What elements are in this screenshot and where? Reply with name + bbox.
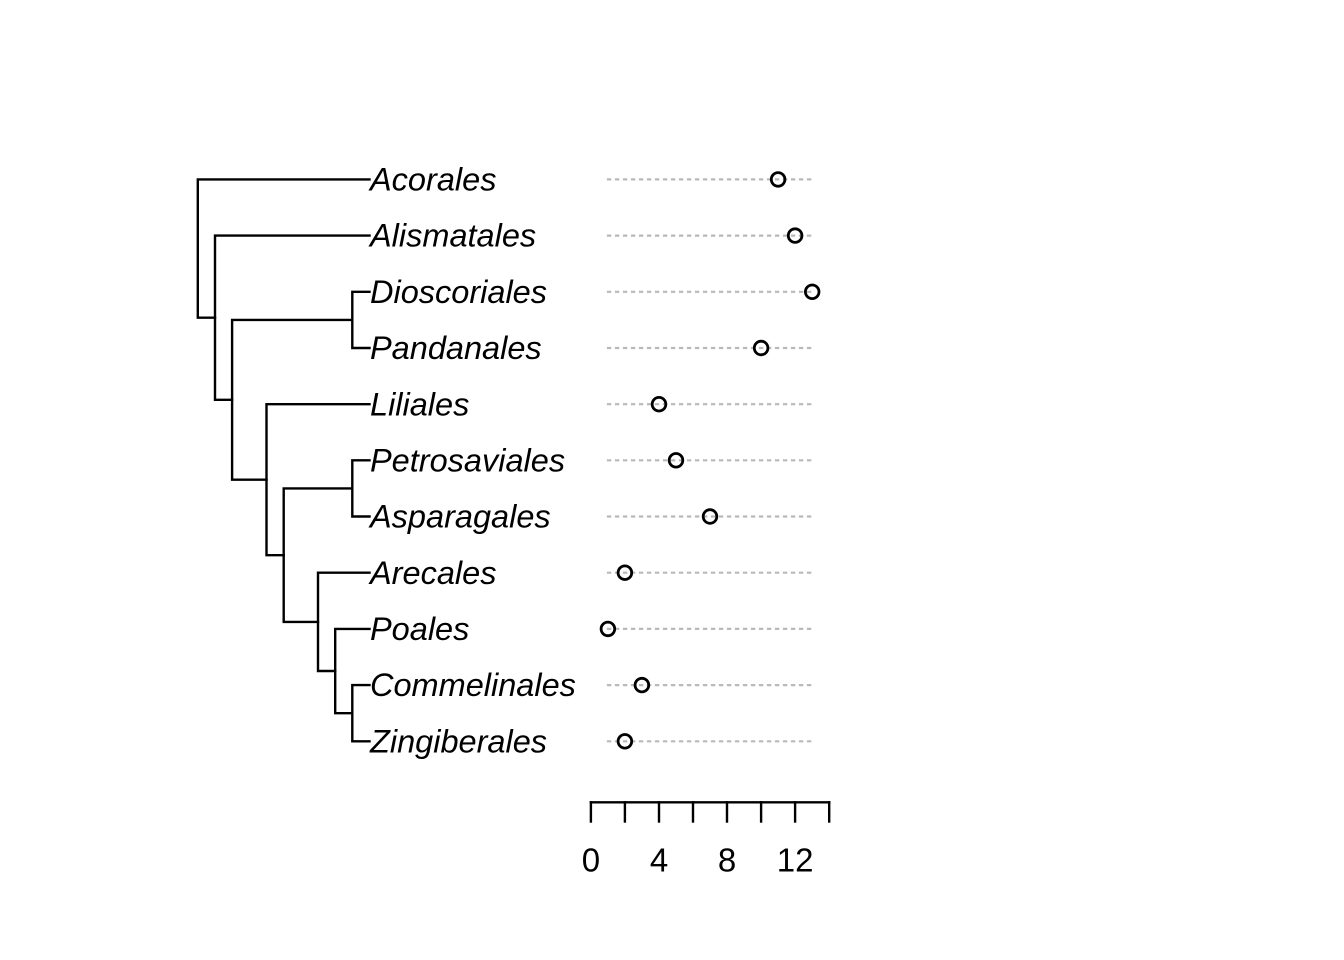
svg-text:Pandanales: Pandanales: [370, 330, 542, 366]
svg-text:Arecales: Arecales: [368, 555, 496, 591]
svg-text:Dioscoriales: Dioscoriales: [370, 274, 547, 310]
svg-text:Acorales: Acorales: [368, 162, 496, 198]
svg-text:8: 8: [718, 842, 736, 879]
svg-text:Alismatales: Alismatales: [368, 218, 536, 254]
svg-text:Commelinales: Commelinales: [370, 667, 576, 703]
svg-text:Liliales: Liliales: [370, 386, 469, 422]
svg-text:Zingiberales: Zingiberales: [369, 723, 547, 759]
svg-text:12: 12: [777, 842, 814, 879]
svg-text:4: 4: [650, 842, 668, 879]
svg-text:Poales: Poales: [370, 611, 469, 647]
svg-text:0: 0: [582, 842, 600, 879]
svg-text:Petrosaviales: Petrosaviales: [370, 442, 565, 478]
svg-text:Asparagales: Asparagales: [368, 499, 551, 535]
